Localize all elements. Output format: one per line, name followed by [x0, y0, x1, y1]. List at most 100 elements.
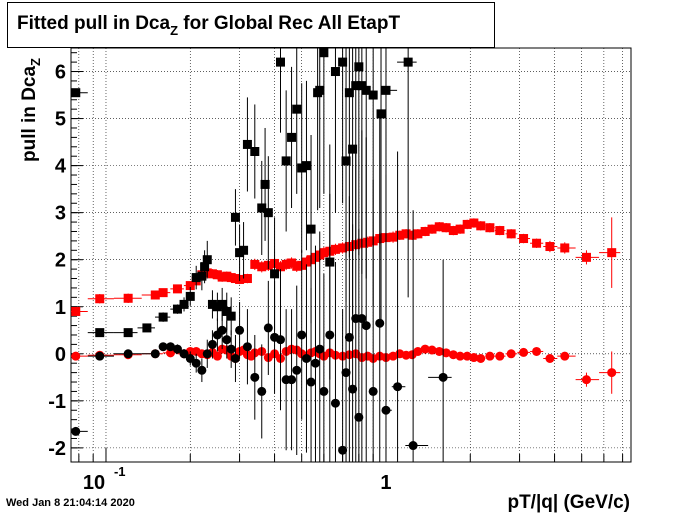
- data-point-square: [301, 161, 311, 171]
- data-point-circle: [519, 347, 529, 357]
- data-point-circle: [375, 318, 385, 328]
- x-axis-label: pT/|q| (GeV/c): [507, 492, 630, 513]
- data-point-square: [420, 226, 430, 236]
- data-point-square: [413, 229, 423, 239]
- data-point-circle: [306, 377, 316, 387]
- data-point-square: [275, 262, 285, 272]
- data-point-square: [441, 223, 451, 233]
- data-point-circle: [123, 349, 133, 359]
- data-point-square: [239, 245, 249, 255]
- data-point-circle: [250, 372, 260, 382]
- data-point-square: [281, 259, 291, 269]
- data-point-square: [263, 208, 273, 218]
- data-point-circle: [191, 358, 201, 368]
- data-point-square: [455, 224, 465, 234]
- data-point-circle: [257, 386, 267, 396]
- data-point-circle: [230, 354, 240, 363]
- data-point-circle: [158, 342, 168, 352]
- data-point-square: [315, 85, 325, 95]
- data-point-circle: [476, 354, 486, 363]
- data-point-circle: [217, 325, 227, 335]
- series-2: [71, 48, 417, 380]
- x-tick-label: 10: [83, 472, 105, 494]
- data-point-square: [150, 290, 160, 300]
- data-point-square: [506, 229, 516, 239]
- data-point-circle: [348, 384, 358, 394]
- data-point-square: [158, 288, 168, 298]
- data-point-circle: [455, 351, 465, 361]
- data-point-circle: [235, 325, 245, 335]
- datestamp: Wed Jan 8 21:04:14 2020: [6, 497, 135, 509]
- data-point-circle: [95, 351, 105, 361]
- data-point-square: [179, 299, 189, 309]
- data-point-square: [250, 259, 260, 269]
- data-point-circle: [166, 342, 176, 352]
- data-point-square: [319, 248, 329, 258]
- data-point-circle: [438, 372, 448, 382]
- data-point-square: [212, 270, 222, 280]
- data-point-square: [71, 306, 81, 316]
- y-tick-label: 3: [55, 203, 66, 225]
- data-point-square: [207, 299, 217, 309]
- data-point-square: [275, 57, 285, 67]
- data-point-square: [230, 212, 240, 222]
- data-point-square: [351, 81, 361, 91]
- data-point-square: [434, 222, 444, 232]
- data-point-square: [123, 328, 133, 338]
- data-point-square: [395, 230, 405, 240]
- grid: [71, 48, 631, 462]
- data-point-square: [476, 221, 486, 231]
- data-point-square: [242, 139, 252, 149]
- data-point-square: [607, 248, 617, 258]
- data-point-square: [581, 252, 591, 262]
- data-point-circle: [485, 351, 495, 361]
- data-point-square: [287, 132, 297, 142]
- data-point-square: [363, 237, 373, 247]
- data-point-square: [469, 218, 479, 228]
- data-point-circle: [71, 351, 81, 361]
- data-point-square: [270, 269, 280, 279]
- data-point-circle: [408, 441, 418, 451]
- data-point-square: [142, 323, 152, 333]
- y-tick-label: 2: [55, 250, 66, 272]
- y-tick-label: -1: [48, 391, 66, 413]
- data-point-square: [191, 273, 201, 283]
- data-point-square: [222, 306, 232, 316]
- data-point-circle: [301, 354, 311, 363]
- data-point-square: [95, 328, 105, 338]
- data-point-square: [217, 272, 227, 282]
- data-point-square: [462, 219, 472, 229]
- data-point-circle: [197, 365, 207, 375]
- data-point-square: [348, 144, 358, 154]
- data-point-circle: [212, 351, 222, 361]
- data-point-circle: [341, 368, 351, 378]
- data-point-circle: [545, 354, 555, 363]
- data-point-circle: [448, 350, 458, 360]
- data-point-circle: [357, 314, 367, 324]
- y-tick-label: 0: [55, 344, 66, 366]
- data-point-square: [338, 243, 348, 253]
- y-tick-label: -2: [48, 438, 66, 460]
- data-point-circle: [393, 382, 403, 392]
- data-point-circle: [581, 375, 591, 385]
- x-tick-label: 1: [380, 472, 391, 494]
- data-point-square: [560, 243, 570, 253]
- y-tick-label: 1: [55, 297, 66, 319]
- data-point-square: [361, 85, 371, 95]
- data-point-square: [292, 261, 302, 271]
- data-point-square: [344, 88, 354, 98]
- data-point-circle: [297, 330, 307, 340]
- data-point-circle: [560, 351, 570, 361]
- data-point-square: [376, 109, 386, 119]
- data-point-square: [202, 255, 212, 265]
- data-point-square: [427, 224, 437, 234]
- data-point-square: [292, 104, 302, 114]
- data-point-square: [185, 291, 195, 301]
- x-tick-label-exponent: -1: [114, 464, 126, 479]
- data-point-square: [319, 48, 329, 58]
- data-point-square: [330, 67, 340, 77]
- y-tick-label: 6: [55, 62, 66, 84]
- data-point-circle: [381, 405, 391, 415]
- data-point-circle: [427, 345, 437, 355]
